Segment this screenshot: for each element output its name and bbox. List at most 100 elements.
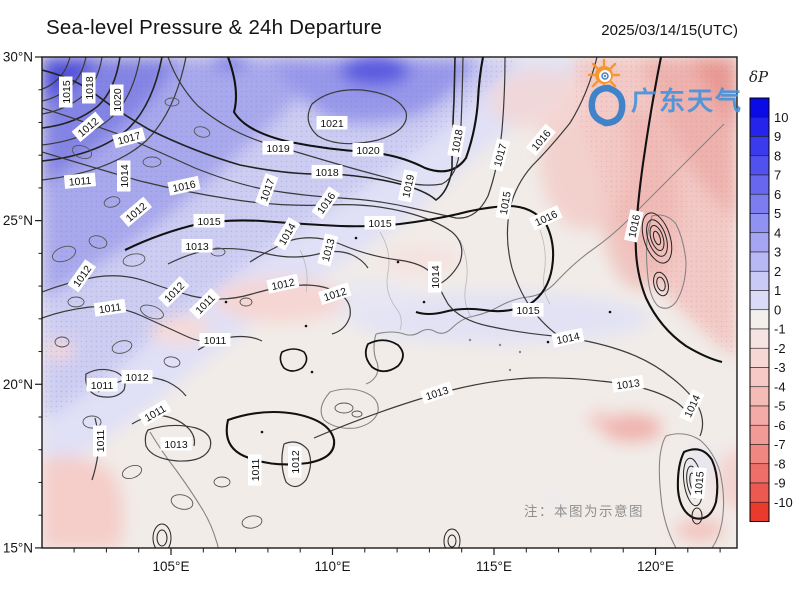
svg-text:1015: 1015 [498, 190, 514, 215]
contour-label: 1015 [512, 303, 544, 317]
colorbar-tick-label: -3 [774, 360, 786, 375]
colorbar-tick-label: -1 [774, 322, 786, 337]
colorbar-segment [749, 367, 770, 388]
lat-tick-label: 20°N [3, 377, 33, 392]
contour-label: 1011 [93, 298, 127, 317]
svg-text:1013: 1013 [320, 237, 338, 263]
contour-label: 1015 [59, 76, 73, 108]
svg-text:1017: 1017 [492, 142, 510, 168]
svg-text:1012: 1012 [290, 450, 302, 474]
colorbar-tick-label: 2 [774, 264, 781, 279]
contour-label: 1014 [428, 261, 442, 293]
map-frame [41, 56, 738, 549]
contour-label: 1020 [110, 84, 124, 116]
colorbar-segment [749, 116, 770, 137]
colorbar-segment [749, 386, 770, 407]
sun-icon [587, 58, 621, 92]
colorbar-segment [749, 174, 770, 195]
svg-text:1013: 1013 [185, 241, 209, 253]
contour-label: 1020 [352, 143, 384, 157]
contour-label: 1015 [364, 216, 396, 230]
svg-text:1012: 1012 [125, 372, 149, 384]
contour-label: 1015 [495, 186, 515, 220]
svg-text:1011: 1011 [204, 335, 227, 347]
colorbar-segment [749, 136, 770, 157]
svg-text:1015: 1015 [197, 216, 221, 228]
contour-label: 1019 [397, 169, 418, 203]
colorbar-segment [749, 405, 770, 426]
svg-text:1014: 1014 [430, 265, 442, 289]
svg-text:1017: 1017 [116, 130, 142, 148]
colorbar-segment [749, 309, 770, 330]
contour-label: 1018 [311, 165, 343, 179]
contour-label: 1011 [199, 333, 231, 347]
colorbar-tick-label: -8 [774, 456, 786, 471]
contour-label: 1013 [317, 233, 339, 267]
svg-text:1013: 1013 [164, 439, 188, 451]
lat-tick-label: 15°N [3, 540, 33, 555]
contour-label: 1017 [112, 127, 146, 149]
colorbar-border [749, 97, 770, 522]
svg-text:1018: 1018 [84, 76, 96, 100]
svg-text:1019: 1019 [266, 143, 290, 155]
lon-tick-label: 110°E [315, 559, 351, 574]
colorbar-tick-label: 7 [774, 168, 781, 183]
contour-label: 1011 [93, 425, 107, 457]
svg-text:1021: 1021 [320, 118, 344, 130]
colorbar-tick-label: 10 [774, 110, 788, 125]
svg-text:1015: 1015 [368, 218, 392, 230]
colorbar-tick-label: -6 [774, 418, 786, 433]
colorbar-segment [749, 424, 770, 445]
watermark-brand-text: 广东天气 [631, 86, 744, 116]
lon-tick-label: 115°E [476, 559, 512, 574]
axes: 105°E 110°E 115°E 120°E 30°N 25°N 20°N 15°N [3, 50, 721, 574]
contour-label: 1012 [266, 273, 300, 294]
colorbar-tick-label: -4 [774, 379, 786, 394]
colorbar-segment [749, 501, 770, 522]
contour-label: 1013 [160, 437, 192, 451]
colorbar-title: δP [749, 68, 769, 86]
coastlines [149, 123, 725, 548]
svg-text:1016: 1016 [626, 213, 643, 238]
colorbar-segment [749, 251, 770, 272]
colorbar-tick-label: 9 [774, 129, 781, 144]
contour-labels: 1015 1018 1020 1012 1017 1014 1011 1016 1012 1015… [59, 72, 707, 500]
colorbar-segment [749, 193, 770, 214]
svg-text:1018: 1018 [450, 128, 466, 153]
contour-label: 1014 [551, 327, 585, 348]
colorbar-tick-label: 3 [774, 245, 781, 260]
contour-label: 1021 [316, 116, 348, 130]
colorbar-segment [749, 347, 770, 368]
terrain-contour-noise [52, 97, 363, 529]
contour-label: 1012 [288, 446, 302, 478]
departure-shading [42, 57, 737, 548]
svg-text:1019: 1019 [400, 173, 417, 198]
svg-text:1015: 1015 [516, 305, 540, 317]
colorbar-segment [749, 97, 770, 118]
svg-text:1013: 1013 [616, 377, 641, 392]
lat-tick-label: 30°N [3, 50, 33, 65]
colorbar-tick-label: 4 [774, 225, 781, 240]
valid-time: 2025/03/14/15(UTC) [601, 22, 738, 39]
svg-text:1011: 1011 [98, 301, 122, 316]
stipple-red [575, 57, 737, 360]
contour-label: 1013 [611, 374, 645, 393]
colorbar-segment [749, 290, 770, 311]
colorbar-tick-label: 0 [774, 302, 781, 317]
colorbar-segment [749, 482, 770, 503]
svg-text:1015: 1015 [61, 80, 73, 104]
contour-label: 1018 [447, 124, 467, 158]
colorbar-segment [749, 270, 770, 291]
svg-text:1015: 1015 [693, 471, 707, 495]
lon-tick-label: 105°E [153, 559, 190, 574]
contour-label: 1012 [121, 370, 153, 384]
contour-label: 1013 [181, 239, 213, 253]
colorbar-tick-label: -10 [774, 495, 793, 510]
contour-label: 1017 [489, 138, 511, 172]
chart-title: Sea-level Pressure & 24h Departure [46, 16, 383, 39]
colorbar-segment [749, 328, 770, 349]
svg-text:1011: 1011 [68, 175, 92, 189]
